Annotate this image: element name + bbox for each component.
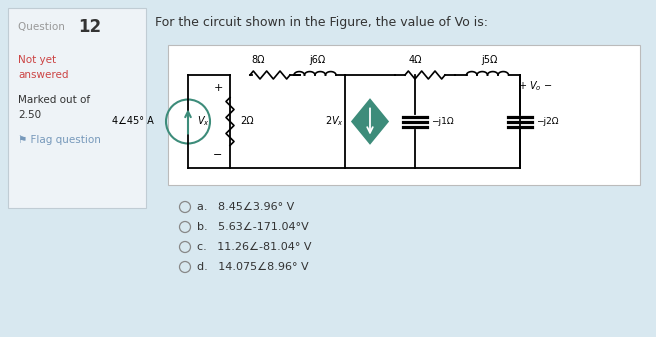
Text: 2.50: 2.50 [18, 110, 41, 120]
Text: b.   5.63∠-171.04°V: b. 5.63∠-171.04°V [197, 222, 309, 232]
Text: j5Ω: j5Ω [482, 55, 498, 65]
Text: j6Ω: j6Ω [309, 55, 325, 65]
Text: −: − [213, 150, 222, 160]
Text: Marked out of: Marked out of [18, 95, 90, 105]
Text: c.   11.26∠-81.04° V: c. 11.26∠-81.04° V [197, 242, 312, 252]
Text: 4Ω: 4Ω [408, 55, 422, 65]
Text: 8Ω: 8Ω [251, 55, 265, 65]
Text: $V_x$: $V_x$ [197, 115, 210, 128]
Text: −j2Ω: −j2Ω [536, 117, 558, 126]
Bar [168, 45, 640, 185]
Text: For the circuit shown in the Figure, the value of Vo is:: For the circuit shown in the Figure, the… [155, 16, 488, 29]
Text: 12: 12 [78, 18, 101, 36]
Text: + $V_o$ −: + $V_o$ − [518, 79, 553, 93]
Text: −j1Ω: −j1Ω [431, 117, 454, 126]
Text: ⚑ Flag question: ⚑ Flag question [18, 135, 101, 145]
Polygon shape [352, 99, 388, 144]
Text: 4∠45° A: 4∠45° A [112, 117, 154, 126]
FancyBboxPatch shape [8, 8, 146, 208]
Text: Not yet: Not yet [18, 55, 56, 65]
Text: d.   14.075∠8.96° V: d. 14.075∠8.96° V [197, 262, 308, 272]
Text: a.   8.45∠3.96° V: a. 8.45∠3.96° V [197, 202, 295, 212]
Text: Question: Question [18, 22, 68, 32]
Text: +: + [213, 83, 222, 93]
Text: 2Ω: 2Ω [240, 117, 254, 126]
Text: answered: answered [18, 70, 68, 80]
Text: $2V_x$: $2V_x$ [325, 115, 344, 128]
